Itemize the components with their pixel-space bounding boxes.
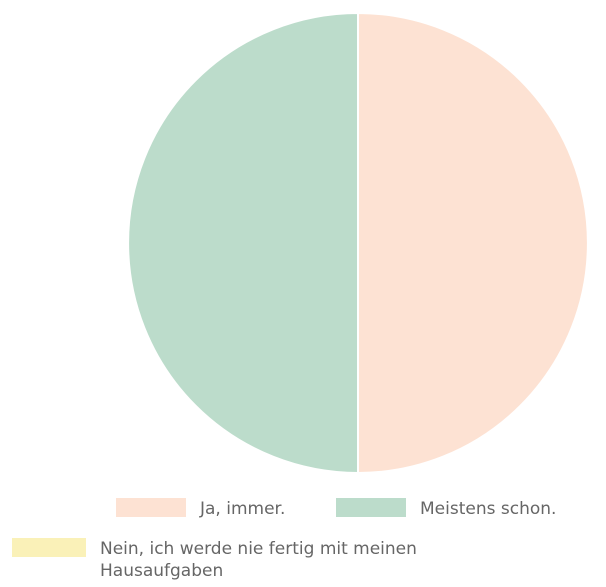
legend-swatch-3 <box>12 538 86 557</box>
pie-slice-1[interactable] <box>357 11 589 475</box>
legend-swatch-2 <box>336 498 406 517</box>
legend-item-2[interactable]: Meistens schon. <box>336 498 556 519</box>
legend-label-3: Nein, ich werde nie fertig mit meinen Hau… <box>100 539 417 581</box>
legend: Ja, immer. Meistens schon.Nein, ich werde… <box>12 498 556 581</box>
legend-item-1[interactable]: Ja, immer. <box>116 498 285 519</box>
legend-swatch-1 <box>116 498 186 517</box>
pie-slices <box>127 11 589 475</box>
legend-label-1: Ja, immer. <box>199 499 285 519</box>
legend-item-3[interactable]: Nein, ich werde nie fertig mit meinen Hau… <box>12 538 417 581</box>
pie-slice-2[interactable] <box>127 11 359 475</box>
legend-label-2: Meistens schon. <box>420 499 556 519</box>
